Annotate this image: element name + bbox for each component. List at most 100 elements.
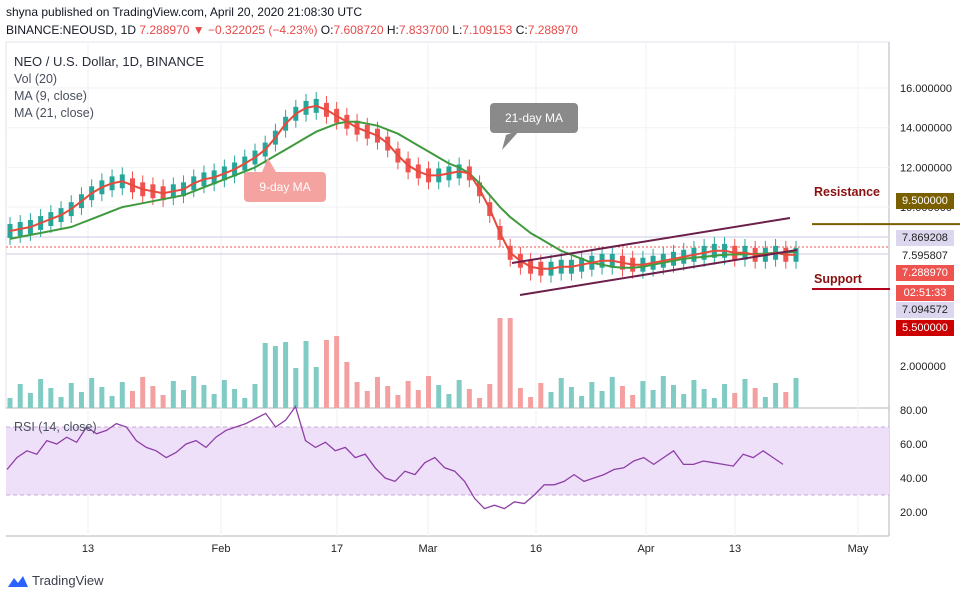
volume-bar xyxy=(599,391,605,408)
rsi-tick-label: 20.00 xyxy=(900,507,928,519)
rsi-line xyxy=(6,405,784,510)
rsi-tick-label: 40.00 xyxy=(900,473,928,485)
volume-bar xyxy=(619,386,625,408)
volume-bar xyxy=(99,387,105,408)
price-tick-label: 14.000000 xyxy=(900,123,952,135)
volume-bar xyxy=(466,389,472,408)
ma9-annotation: 9-day MA xyxy=(244,172,326,202)
volume-bar xyxy=(497,318,503,408)
volume-bar xyxy=(160,395,166,408)
main-pane-frame xyxy=(5,41,890,409)
price-tick-label: 12.000000 xyxy=(900,162,952,174)
volume-bar xyxy=(150,386,156,408)
open-label: O: xyxy=(320,23,334,37)
volume-bar xyxy=(640,381,646,408)
volume-bar xyxy=(303,341,309,408)
volume-bar xyxy=(579,396,585,408)
ma21-annotation-pointer xyxy=(502,130,520,150)
volume-bar xyxy=(385,386,391,408)
ma9-line xyxy=(9,104,796,270)
volume-bar xyxy=(344,362,350,408)
volume-bar xyxy=(538,383,544,408)
volume-bar xyxy=(732,393,738,408)
volume-bar xyxy=(742,379,748,408)
close-label: C: xyxy=(515,23,528,37)
volume-bar xyxy=(364,391,370,408)
volume-bar xyxy=(68,383,74,408)
volume-bar xyxy=(313,367,319,408)
time-tick-label: Feb xyxy=(212,543,231,555)
volume-bar xyxy=(252,384,258,408)
volume-bar xyxy=(773,383,779,408)
volume-bar xyxy=(752,388,758,408)
publish-info: shyna published on TradingView.com, Apri… xyxy=(6,5,363,19)
volume-bar xyxy=(7,398,13,408)
low-label: L: xyxy=(452,23,463,37)
channel-upper-line xyxy=(511,217,791,264)
countdown-tag: 02:51:33 xyxy=(896,285,954,301)
volume-bar xyxy=(446,394,452,408)
volume-bar xyxy=(232,389,238,408)
price-change: −0.322025 (−4.23%) xyxy=(208,23,318,37)
volume-bar xyxy=(456,380,462,408)
volume-bar xyxy=(426,376,432,408)
volume-bar xyxy=(140,377,146,408)
volume-bar xyxy=(650,390,656,408)
close-value: 7.288970 xyxy=(527,23,578,37)
volume-bar xyxy=(405,381,411,408)
legend-title: NEO / U.S. Dollar, 1D, BINANCE xyxy=(14,54,204,69)
volume-bar xyxy=(762,397,768,408)
volume-bar xyxy=(17,384,23,408)
volume-bar xyxy=(630,395,636,408)
tradingview-brand[interactable]: TradingView xyxy=(32,573,104,588)
volume-tick-label: 2.000000 xyxy=(900,361,946,373)
volume-bar xyxy=(283,342,289,408)
price-chart[interactable]: 16.00000014.00000012.00000010.0000002.00… xyxy=(0,0,967,566)
low-value: 7.109153 xyxy=(462,23,513,37)
volume-bar xyxy=(568,387,574,408)
volume-bar xyxy=(374,377,380,408)
volume-bar xyxy=(681,394,687,408)
rsi-band xyxy=(6,427,889,495)
volume-bar xyxy=(691,380,697,408)
ma9-price-tag: 7.595807 xyxy=(896,248,954,264)
legend-ma21: MA (21, close) xyxy=(14,106,94,120)
volume-bar xyxy=(119,382,125,408)
time-tick-label: 16 xyxy=(530,543,542,555)
volume-bar xyxy=(436,385,442,408)
volume-bar xyxy=(548,392,554,408)
support-price-tag: 5.500000 xyxy=(896,320,954,336)
high-value: 7.833700 xyxy=(398,23,449,37)
volume-bar xyxy=(48,388,54,408)
rsi-tick-label: 60.00 xyxy=(900,439,928,451)
volume-bar xyxy=(528,397,534,408)
volume-bar xyxy=(589,382,595,408)
resistance-label: Resistance xyxy=(814,185,881,199)
ma21-price-tag: 7.869208 xyxy=(896,230,954,246)
time-tick-label: May xyxy=(848,543,869,555)
volume-bar xyxy=(323,340,329,408)
volume-bar xyxy=(660,376,666,408)
ma21-annotation: 21-day MA xyxy=(490,103,578,133)
volume-bar xyxy=(517,388,523,408)
channel-lower-line xyxy=(519,249,798,296)
volume-bar xyxy=(722,384,728,408)
low-price-tag: 7.094572 xyxy=(896,302,954,318)
volume-bar xyxy=(671,385,677,408)
volume-bar xyxy=(170,381,176,408)
volume-bar xyxy=(78,392,84,408)
down-arrow-icon: ▼ xyxy=(192,23,205,37)
volume-bar xyxy=(711,398,717,408)
volume-bar xyxy=(783,392,789,408)
volume-bar xyxy=(27,393,33,408)
volume-bar xyxy=(109,396,115,408)
time-tick-label: 13 xyxy=(82,543,94,555)
volume-bar xyxy=(793,378,799,408)
volume-bar xyxy=(354,382,360,408)
resistance-price-tag: 9.500000 xyxy=(896,193,954,209)
volume-bar xyxy=(395,395,401,408)
tradingview-logo-icon[interactable] xyxy=(7,573,29,589)
ma9-annotation-pointer xyxy=(262,158,276,172)
volume-bar xyxy=(334,336,340,408)
volume-bar xyxy=(242,398,248,408)
